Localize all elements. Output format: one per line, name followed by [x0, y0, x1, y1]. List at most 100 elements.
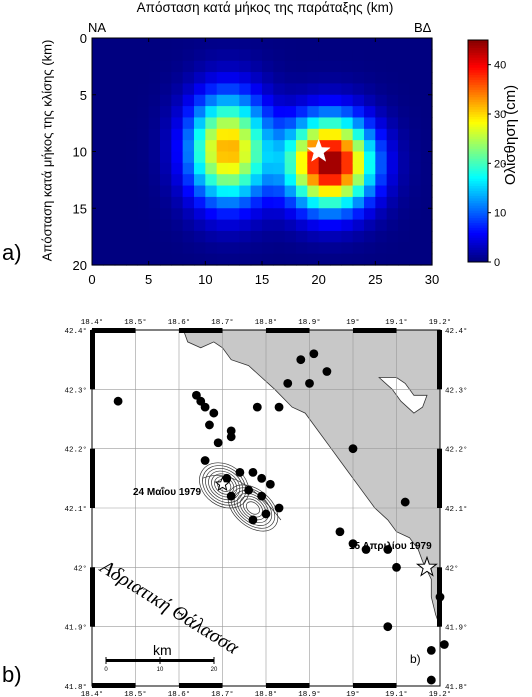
slip-cell [420, 83, 433, 96]
slip-cell [103, 128, 116, 141]
slip-cell [182, 60, 195, 73]
slip-cell [114, 106, 127, 119]
slip-cell [171, 174, 184, 187]
slip-cell [171, 117, 184, 130]
slip-cell [318, 174, 331, 187]
slip-cell [148, 208, 161, 221]
slip-cell [250, 253, 263, 266]
slip-cell [386, 174, 399, 187]
slip-cell [250, 140, 263, 153]
slip-cell [307, 38, 320, 50]
slip-cell [160, 49, 172, 62]
slip-cell [262, 162, 274, 175]
slip-cell [386, 219, 399, 232]
slip-cell [239, 208, 252, 221]
slip-cell [126, 151, 138, 164]
lat-tick-label-right: 41.8° [445, 683, 468, 692]
slip-cell [103, 94, 116, 107]
slip-cell [318, 253, 331, 266]
slip-cell [194, 219, 206, 232]
slip-cell [375, 208, 388, 221]
colorbar-step [468, 249, 488, 253]
slip-cell [126, 162, 138, 175]
slip-cell [341, 38, 354, 50]
slip-cell [386, 196, 399, 209]
colorbar-step [468, 234, 488, 238]
slip-cell [148, 106, 161, 119]
slip-cell [307, 219, 320, 232]
frame-bar-left [90, 567, 95, 627]
slip-cell [92, 117, 104, 130]
graticule [92, 330, 440, 686]
slip-cell [318, 162, 331, 175]
slip-cell [148, 128, 161, 141]
slip-cell [341, 174, 354, 187]
slip-cell [171, 230, 184, 243]
slip-cell [284, 117, 297, 130]
colorbar-step [468, 220, 488, 224]
slip-cell [137, 49, 150, 62]
earthquake-dot [213, 438, 223, 448]
slip-cell [330, 208, 342, 221]
slip-cell [171, 140, 184, 153]
slip-cell [273, 185, 286, 198]
contour-line [199, 462, 250, 509]
slip-cell [273, 117, 286, 130]
slip-cell [103, 38, 116, 50]
slip-cell [250, 174, 263, 187]
slip-cell [194, 162, 206, 175]
slip-cell [148, 49, 161, 62]
slip-cell [341, 60, 354, 73]
slip-cell [409, 83, 422, 96]
slip-cell [296, 106, 308, 119]
slip-cell [160, 72, 172, 84]
slip-cell [262, 94, 274, 107]
slip-cell [273, 219, 286, 232]
earthquake-dot [248, 515, 258, 525]
slip-cell [375, 117, 388, 130]
slip-cell [409, 174, 422, 187]
slip-cell [330, 49, 342, 62]
panel-b-letter: b) [2, 662, 22, 687]
slip-cell [103, 219, 116, 232]
slip-cell [126, 174, 138, 187]
slip-cell [330, 185, 342, 198]
colorbar-step [468, 252, 488, 256]
slip-cell [341, 72, 354, 84]
slip-cell [205, 230, 218, 243]
colorbar-step [468, 183, 488, 187]
contour-line [202, 465, 247, 506]
slip-cell [171, 208, 184, 221]
slip-cell [114, 38, 127, 50]
slip-cell [307, 117, 320, 130]
slip-cell [398, 128, 410, 141]
slip-cell [375, 38, 388, 50]
slip-cell [171, 106, 184, 119]
slip-cell [194, 174, 206, 187]
slip-cell [386, 140, 399, 153]
slip-cell [126, 60, 138, 73]
slip-cell [239, 162, 252, 175]
slip-cell [216, 38, 229, 50]
colorbar-step [468, 62, 488, 66]
earthquake-dot [274, 503, 284, 513]
slip-cell [262, 128, 274, 141]
earthquake-dot [257, 473, 267, 483]
frame-bar-bottom [353, 683, 397, 688]
earthquake-dot [248, 468, 258, 477]
slip-cell [386, 230, 399, 243]
colorbar-step [468, 188, 488, 191]
slip-cell [364, 128, 376, 141]
slip-cell [194, 242, 206, 255]
slip-cell [205, 151, 218, 164]
slip-cell [398, 60, 410, 73]
hypocenter-star-icon [306, 138, 331, 162]
slip-cell [330, 162, 342, 175]
slip-cell [137, 253, 150, 266]
slip-cell [137, 106, 150, 119]
slip-cell [160, 106, 172, 119]
slip-cell [216, 117, 229, 130]
slip-cell [216, 253, 229, 266]
slip-cell [330, 106, 342, 119]
